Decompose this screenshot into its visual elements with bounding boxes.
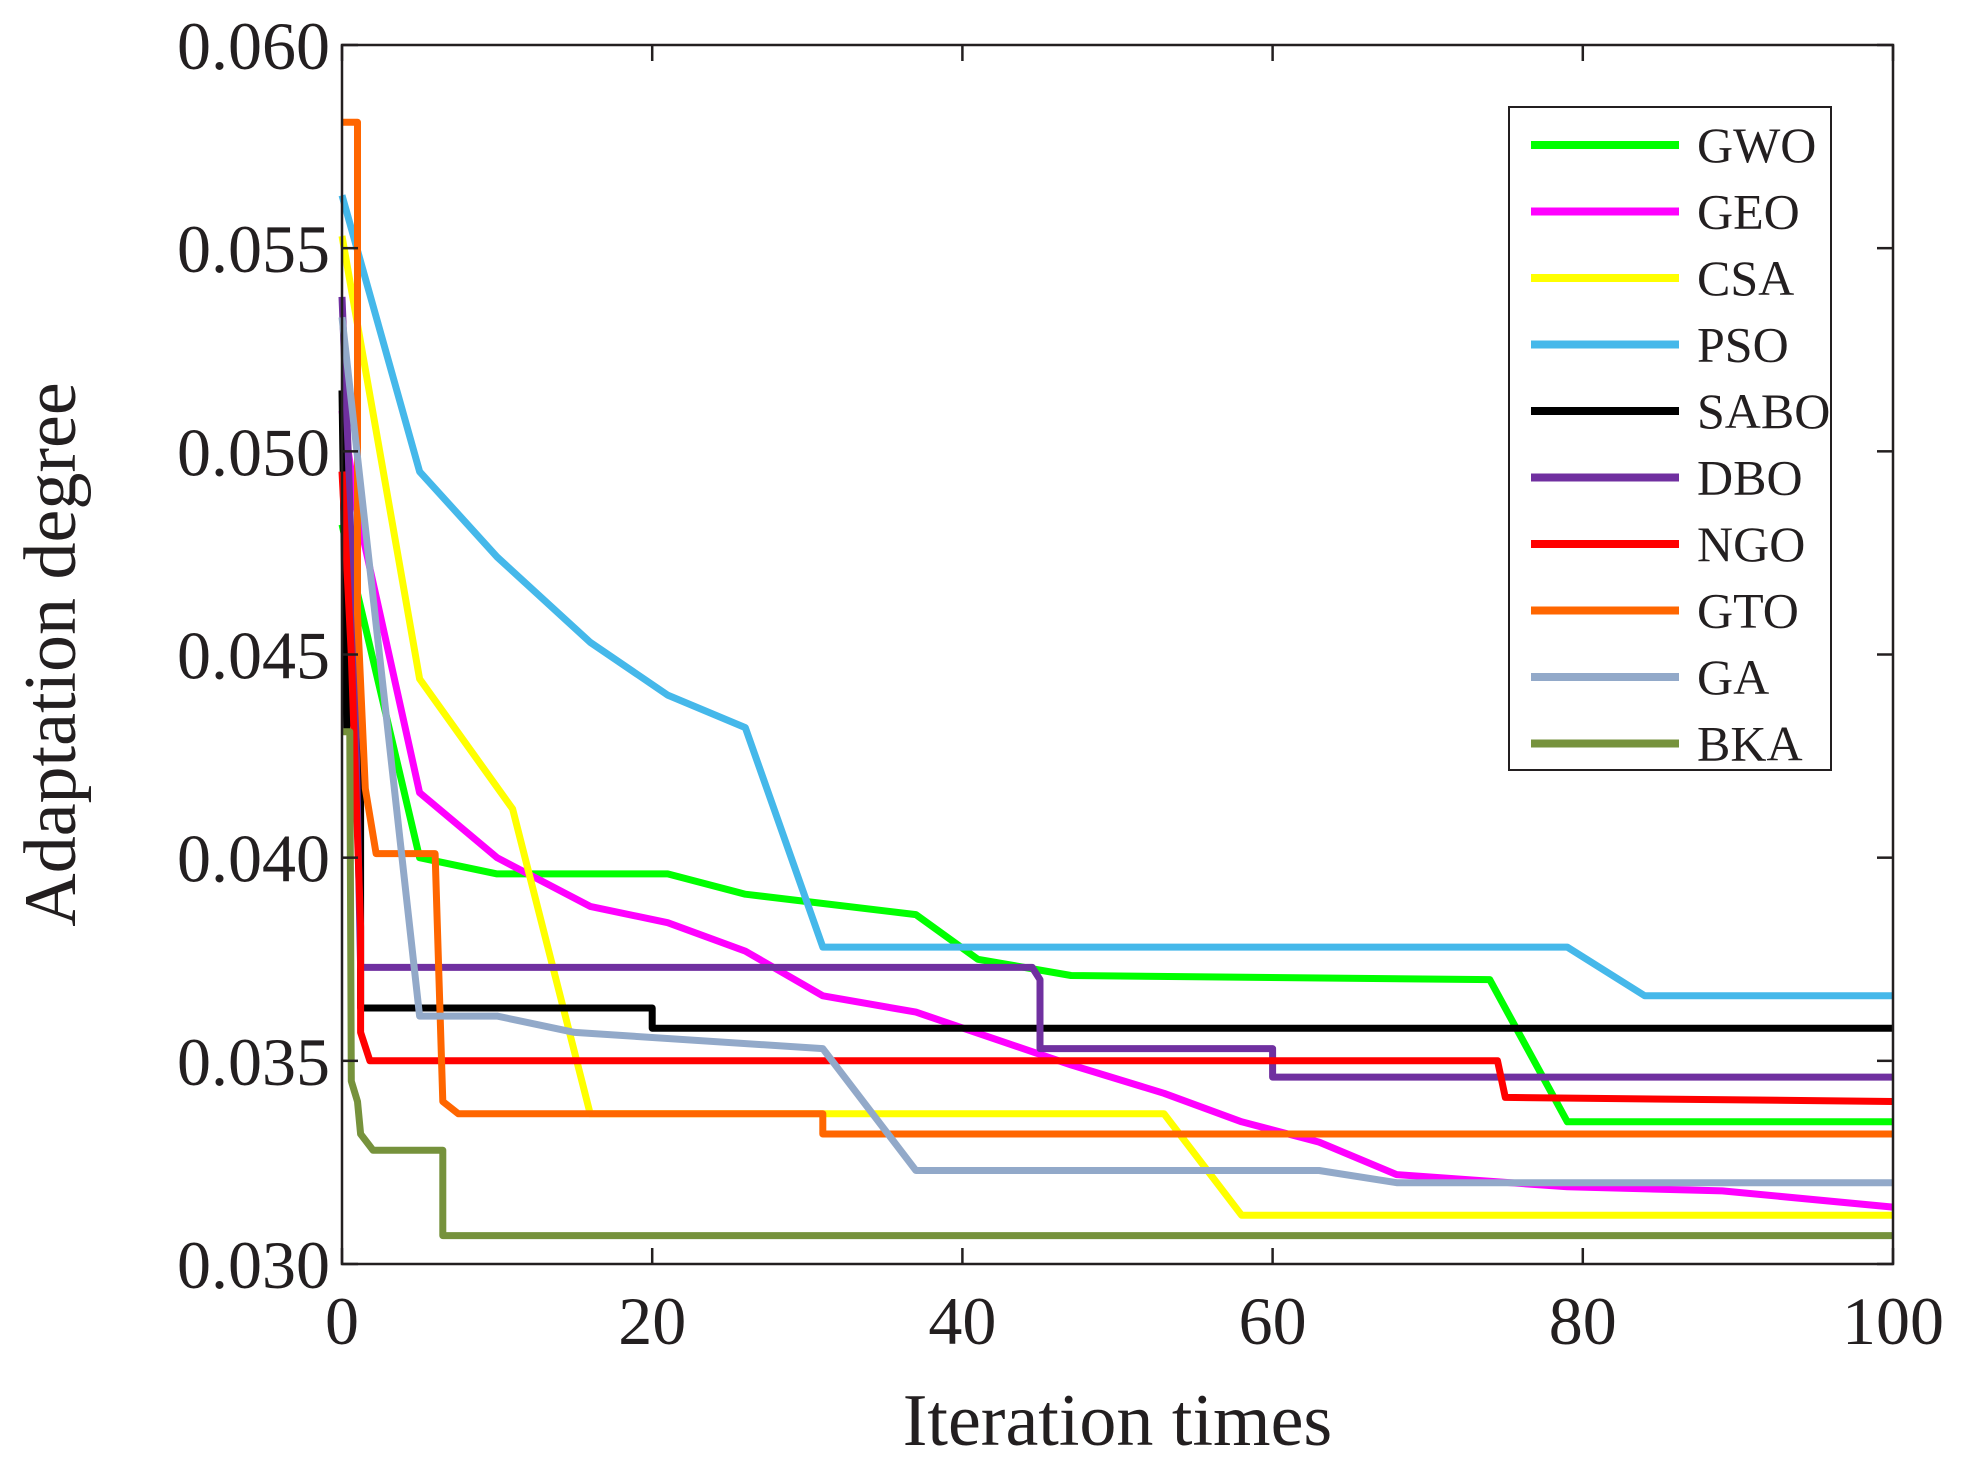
series-line-ga xyxy=(338,316,1893,1187)
y-tick-label: 0.030 xyxy=(177,1227,330,1303)
legend-label-gwo: GWO xyxy=(1697,117,1816,173)
legend-label-dbo: DBO xyxy=(1697,450,1803,506)
legend-label-bka: BKA xyxy=(1697,716,1803,772)
legend-label-pso: PSO xyxy=(1697,317,1789,373)
x-tick-label: 40 xyxy=(928,1283,996,1359)
y-tick-label: 0.035 xyxy=(177,1024,330,1100)
y-tick-label: 0.040 xyxy=(177,821,330,897)
x-tick-label: 20 xyxy=(618,1283,686,1359)
series-line-pso xyxy=(338,194,1893,1000)
legend-label-ngo: NGO xyxy=(1697,516,1805,572)
y-tick-label: 0.055 xyxy=(177,211,330,287)
legend-label-geo: GEO xyxy=(1697,184,1800,240)
legend-label-gto: GTO xyxy=(1697,583,1799,639)
x-tick-label: 80 xyxy=(1549,1283,1617,1359)
y-tick-label: 0.060 xyxy=(177,8,330,84)
x-tick-label: 60 xyxy=(1239,1283,1307,1359)
series-line-geo xyxy=(338,410,1894,1211)
x-axis-title: Iteration times xyxy=(903,1380,1332,1462)
series-layer xyxy=(338,118,1894,1240)
y-axis-title: Adaptation degree xyxy=(10,382,92,927)
series-line-ngo xyxy=(338,471,1894,1105)
axis-ticks: 0.030 0.035 0.040 0.045 0.050 0.055 0.060 0 20 40… xyxy=(177,8,1944,1359)
legend-label-sabo: SABO xyxy=(1697,383,1830,439)
series-line-gwo xyxy=(338,523,1893,1126)
y-tick-label: 0.045 xyxy=(177,618,330,694)
x-tick-label: 0 xyxy=(325,1283,359,1359)
x-tick-label: 100 xyxy=(1842,1283,1944,1359)
y-tick-label: 0.050 xyxy=(177,414,330,490)
legend-box xyxy=(1508,106,1832,771)
legend-label-ga: GA xyxy=(1697,649,1769,705)
series-line-bka xyxy=(342,728,1893,1240)
legend: GWO GEO CSA PSO SABO DBO NGO GTO GA BKA xyxy=(1508,106,1832,772)
legend-label-csa: CSA xyxy=(1697,250,1794,306)
